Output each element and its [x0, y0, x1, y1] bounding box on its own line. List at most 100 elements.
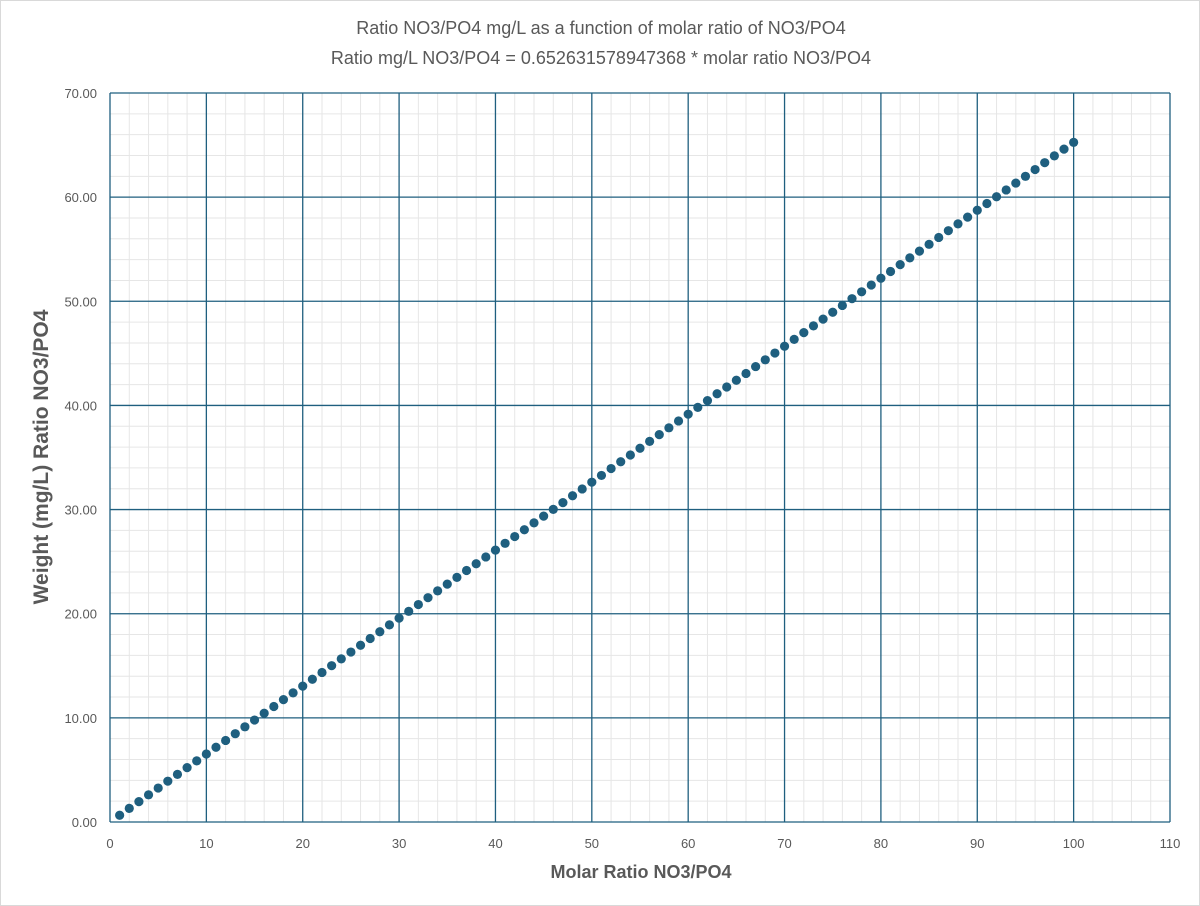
data-point [172, 769, 183, 780]
y-tick-label: 0.00 [72, 815, 97, 830]
data-point [423, 593, 433, 603]
data-point [529, 518, 539, 528]
data-point [327, 661, 337, 671]
data-point [587, 477, 597, 487]
y-axis-tick-labels: 0.00 10.00 20.00 30.00 40.00 50.00 60.00 70.00 [64, 86, 97, 830]
data-point [1001, 185, 1011, 195]
data-point [625, 450, 635, 460]
x-tick-label: 80 [874, 836, 888, 851]
data-point [269, 701, 279, 712]
data-point [857, 287, 867, 297]
data-point [577, 484, 587, 494]
x-tick-label: 60 [681, 836, 695, 851]
x-tick-label: 30 [392, 836, 406, 851]
data-point [664, 423, 674, 433]
y-axis-title: Weight (mg/L) Ratio NO3/PO4 [30, 309, 53, 604]
data-point [433, 586, 443, 596]
data-point [673, 416, 684, 426]
data-point [712, 389, 722, 399]
data-point [307, 674, 317, 684]
data-point [115, 810, 125, 820]
x-tick-label: 70 [777, 836, 791, 851]
data-point [567, 491, 578, 501]
data-point [201, 749, 211, 759]
data-point [693, 402, 703, 413]
data-point [616, 457, 626, 467]
data-point [240, 722, 250, 732]
data-point [404, 606, 414, 616]
data-point [963, 212, 973, 222]
data-point [221, 735, 231, 746]
data-point [153, 783, 163, 793]
data-point [384, 620, 395, 630]
data-point [355, 640, 366, 650]
data-point [982, 198, 992, 209]
x-tick-label: 10 [199, 836, 213, 851]
data-point [596, 470, 607, 481]
x-tick-label: 90 [970, 836, 984, 851]
x-tick-label: 20 [295, 836, 309, 851]
data-point [1040, 158, 1050, 168]
data-point [1030, 164, 1040, 175]
data-point [1011, 178, 1021, 188]
data-point [847, 294, 857, 304]
data-point [1059, 144, 1069, 154]
y-tick-label: 10.00 [64, 711, 97, 726]
data-point [779, 341, 790, 351]
minor-grid [110, 93, 1170, 822]
chart-subtitle: Ratio mg/L NO3/PO4 = 0.652631578947368 *… [331, 48, 871, 68]
data-point [442, 579, 452, 589]
data-point [346, 647, 356, 657]
data-point [1020, 171, 1031, 181]
data-point [770, 348, 780, 358]
data-point [375, 627, 385, 637]
data-point [413, 599, 423, 610]
data-point [953, 219, 963, 229]
data-point [905, 253, 915, 263]
data-point [972, 205, 982, 215]
data-point [481, 552, 491, 562]
data-point [249, 715, 260, 725]
data-point [635, 443, 645, 453]
data-point [124, 803, 134, 813]
data-point [731, 375, 741, 385]
data-point [683, 409, 693, 419]
data-point [645, 436, 655, 446]
data-point [1069, 137, 1079, 147]
data-points [115, 137, 1079, 820]
data-point [828, 307, 838, 317]
data-point [336, 654, 346, 664]
x-tick-label: 0 [106, 836, 113, 851]
data-point [895, 260, 905, 270]
y-tick-label: 70.00 [64, 86, 97, 101]
data-point [163, 776, 173, 786]
x-axis-title: Molar Ratio NO3/PO4 [550, 862, 731, 882]
data-point [808, 321, 819, 331]
data-point [943, 226, 953, 236]
data-point [317, 667, 327, 678]
data-point [654, 429, 664, 440]
data-point [558, 497, 568, 508]
data-point [876, 273, 886, 283]
data-point [837, 300, 847, 311]
data-point [741, 368, 751, 379]
x-tick-label: 40 [488, 836, 502, 851]
y-tick-label: 20.00 [64, 607, 97, 622]
data-point [510, 531, 520, 542]
data-point [192, 756, 202, 766]
data-point [288, 688, 298, 698]
data-point [298, 681, 308, 691]
data-point [548, 504, 558, 514]
major-grid [109, 92, 1171, 823]
data-point [934, 232, 944, 243]
data-point [606, 463, 616, 474]
data-point [134, 796, 144, 807]
data-point [885, 266, 896, 277]
data-point [914, 246, 925, 256]
data-point [866, 280, 876, 290]
y-tick-label: 50.00 [64, 294, 97, 309]
data-point [365, 633, 375, 644]
x-tick-label: 50 [585, 836, 599, 851]
